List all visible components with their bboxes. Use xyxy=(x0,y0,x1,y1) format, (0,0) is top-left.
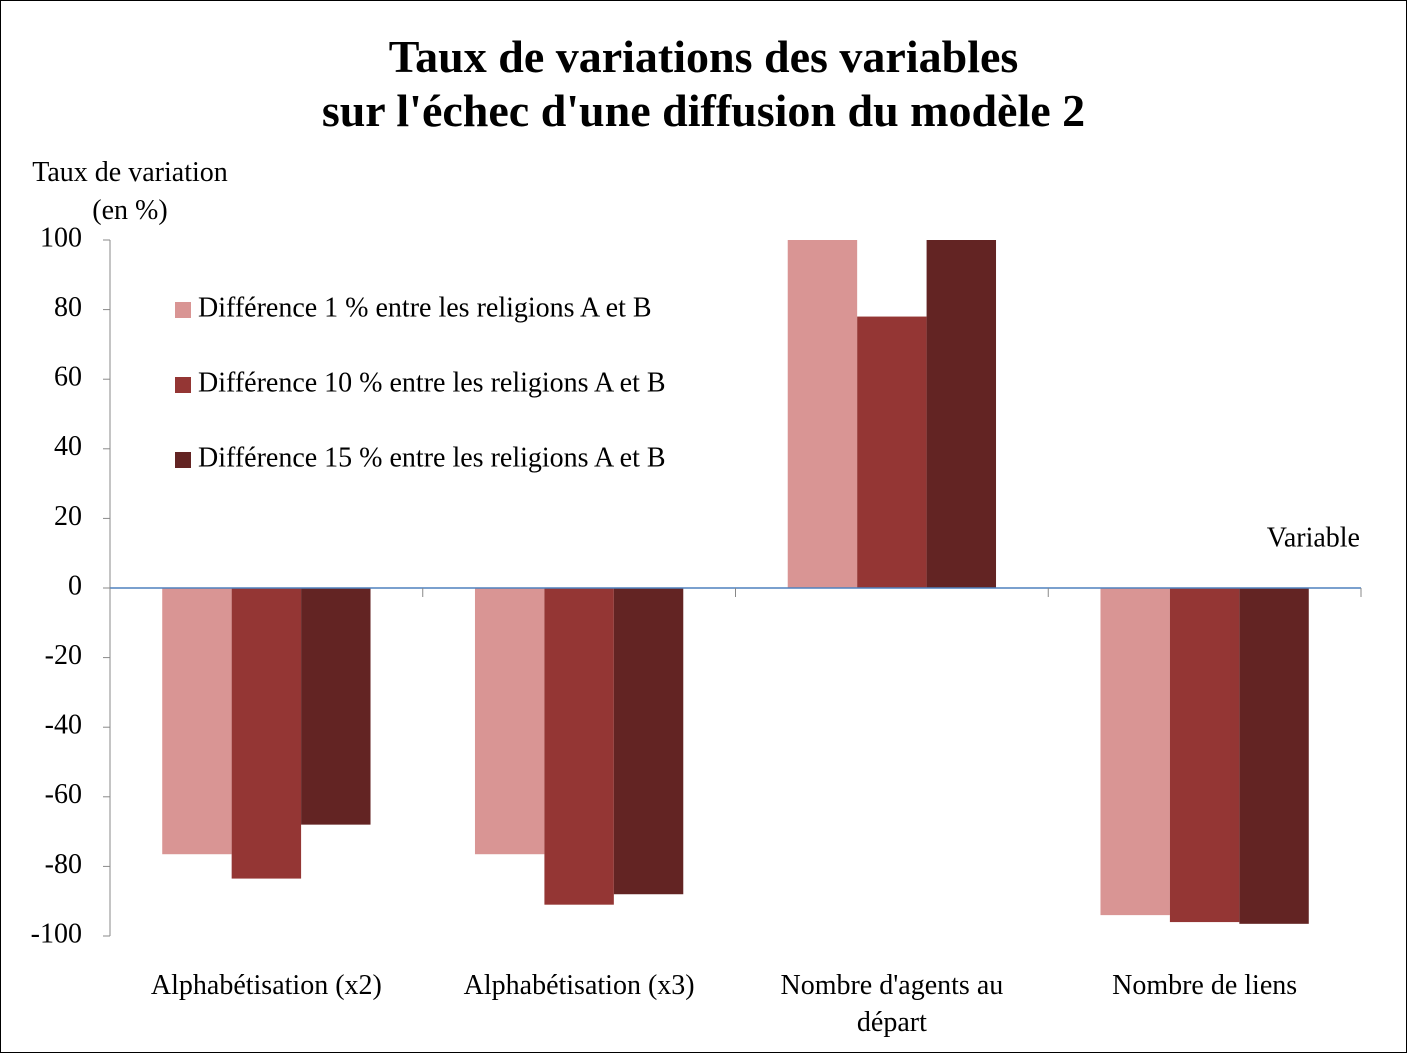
y-tick-label: -60 xyxy=(45,779,82,810)
bar xyxy=(787,240,858,588)
y-tick-label: 0 xyxy=(68,570,82,601)
y-tick-label: 20 xyxy=(54,501,82,532)
y-tick-label: -20 xyxy=(45,640,82,671)
bar xyxy=(301,588,371,825)
legend-label: Différence 15 % entre les religions A et… xyxy=(198,442,666,473)
y-tick-label: -40 xyxy=(45,710,82,741)
bar xyxy=(613,588,684,895)
legend-label: Différence 10 % entre les religions A et… xyxy=(198,367,666,398)
x-tick-label: Nombre de liens xyxy=(1112,970,1298,1001)
bar xyxy=(474,588,545,855)
x-tick-label: Alphabétisation (x2) xyxy=(150,970,382,1001)
bar xyxy=(544,588,614,905)
y-tick-label: 40 xyxy=(54,431,82,462)
bar xyxy=(231,588,302,879)
y-axis-label: Taux de variation (en %) xyxy=(32,157,228,226)
legend-label: Différence 1 % entre les religions A et … xyxy=(198,292,652,323)
y-tick-label: -100 xyxy=(31,918,82,949)
legend-swatch xyxy=(175,377,191,393)
x-tick-label: Nombre d'agents au départ xyxy=(780,970,1004,1038)
bar xyxy=(926,240,997,588)
bar xyxy=(857,316,927,588)
legend-swatch xyxy=(175,302,191,318)
x-axis-label: Variable xyxy=(1267,522,1360,553)
y-tick-label: 80 xyxy=(54,292,82,323)
y-tick-label: 60 xyxy=(54,362,82,393)
chart-title: Taux de variations des variables sur l'é… xyxy=(321,31,1086,136)
bar xyxy=(1169,588,1240,923)
legend-swatch xyxy=(175,452,191,468)
bar xyxy=(1100,588,1170,916)
bar xyxy=(162,588,232,855)
y-tick-label: 100 xyxy=(40,222,82,253)
bar xyxy=(1239,588,1309,924)
x-tick-label: Alphabétisation (x3) xyxy=(463,970,695,1001)
y-tick-label: -80 xyxy=(45,849,82,880)
